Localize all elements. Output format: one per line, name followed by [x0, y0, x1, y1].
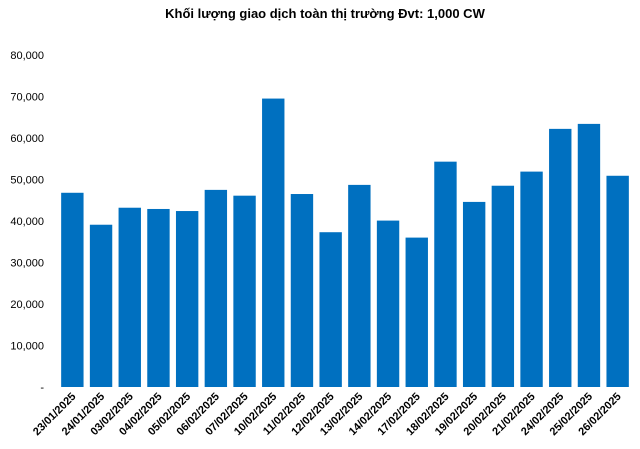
y-tick-label: 30,000 [10, 258, 44, 270]
y-tick-label: 40,000 [10, 216, 44, 228]
y-tick-label: 60,000 [10, 133, 44, 145]
bar [462, 201, 486, 387]
bar [606, 175, 629, 387]
bar [290, 194, 314, 387]
y-axis: - 10,000 20,000 30,000 40,000 50,000 60,000 70,… [10, 50, 44, 394]
y-tick-label: 20,000 [10, 299, 44, 311]
bar [319, 232, 342, 387]
y-tick-label: 80,000 [10, 50, 44, 62]
chart-title: Khối lượng giao dịch toàn thị trường Đvt… [165, 6, 485, 21]
bar [405, 237, 428, 387]
bar [549, 128, 572, 387]
y-tick-label: 50,000 [10, 175, 44, 187]
bars [61, 98, 629, 388]
bar [61, 192, 84, 387]
y-tick-label: - [40, 382, 44, 394]
bar [204, 189, 228, 388]
bar [434, 161, 457, 387]
y-tick-label: 10,000 [10, 341, 44, 353]
bar [118, 207, 141, 387]
bar [376, 220, 400, 387]
bar [233, 195, 256, 387]
x-axis: 23/01/202524/01/202503/02/202504/02/2025… [31, 391, 624, 438]
bar [175, 211, 199, 387]
bar [262, 98, 285, 387]
bar [491, 185, 515, 387]
bar [520, 171, 543, 387]
bar [577, 123, 601, 387]
bar [89, 224, 113, 387]
bar [348, 184, 371, 387]
y-tick-label: 70,000 [10, 92, 44, 104]
bar [147, 208, 170, 387]
